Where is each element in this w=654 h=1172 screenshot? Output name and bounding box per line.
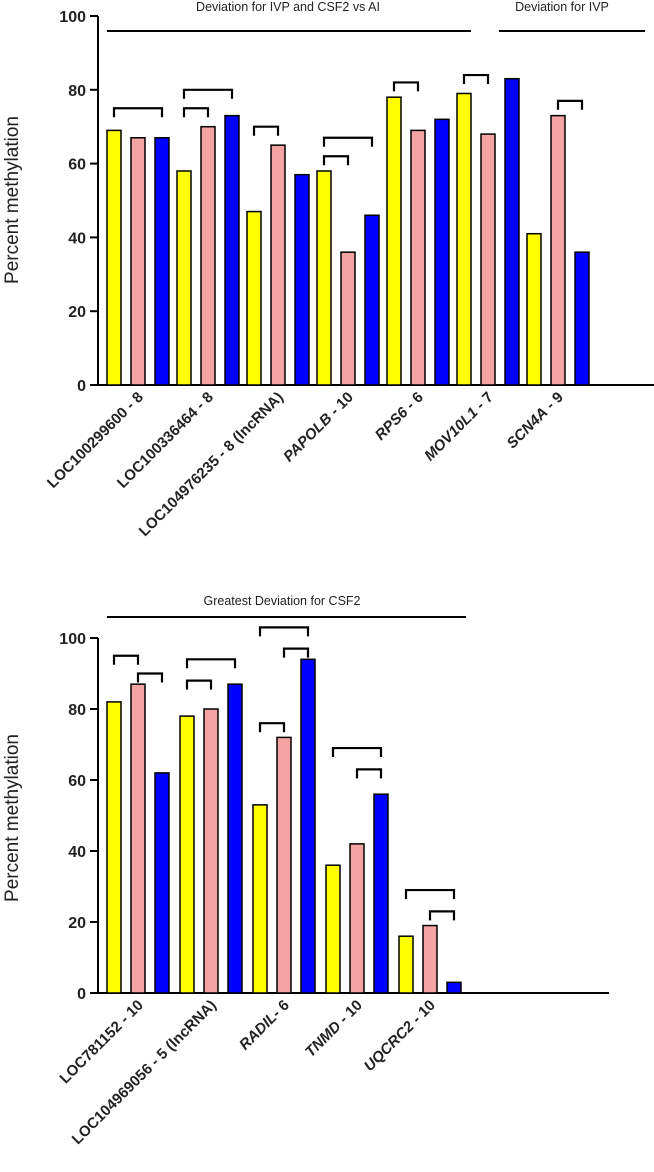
- top-y-tick-label: 0: [77, 378, 86, 395]
- bottom-category-label: TNMD - 10: [302, 997, 366, 1061]
- bottom-significance-bracket: [331, 746, 383, 758]
- bottom-bar: [349, 843, 365, 994]
- top-significance-bracket: [392, 81, 420, 92]
- bottom-y-tick-label: 100: [59, 631, 86, 648]
- bottom-bar: [154, 772, 170, 994]
- top-group-label-ivp: Deviation for IVP: [515, 0, 609, 14]
- bottom-significance-bracket: [404, 888, 456, 900]
- bottom-bar: [227, 683, 243, 994]
- top-bar: [176, 170, 192, 386]
- bottom-bar: [276, 736, 292, 994]
- bottom-significance-bracket: [282, 647, 310, 658]
- top-bar: [364, 214, 380, 386]
- top-bar: [340, 251, 356, 386]
- top-category-label: SCN4A - 9: [504, 389, 567, 452]
- top-significance-bracket: [556, 99, 584, 110]
- bottom-bar: [106, 701, 122, 994]
- top-significance-bracket: [462, 73, 490, 85]
- top-significance-bracket: [322, 136, 374, 147]
- bottom-significance-bracket: [185, 679, 213, 690]
- bottom-bar: [446, 981, 462, 994]
- top-panel-chart: Percent methylation Deviation for IVP an…: [2, 0, 654, 540]
- top-bar: [386, 96, 402, 386]
- top-bar: [434, 118, 450, 386]
- top-y-tick-label: 40: [68, 230, 86, 247]
- top-bar: [270, 144, 286, 386]
- top-bar: [224, 114, 240, 386]
- bottom-bar: [300, 658, 316, 994]
- bottom-significance-bracket: [258, 626, 310, 637]
- top-significance-bracket: [322, 155, 350, 166]
- top-bar: [294, 173, 310, 386]
- top-significance-bracket: [252, 125, 280, 136]
- bottom-bar: [325, 864, 341, 994]
- bottom-bar: [130, 683, 146, 994]
- top-bar: [410, 129, 426, 386]
- bottom-bar: [422, 924, 438, 994]
- bottom-group-label-csf2: Greatest Deviation for CSF2: [203, 594, 360, 608]
- bottom-y-tick-label: 0: [77, 986, 86, 1003]
- bottom-significance-bracket: [185, 658, 237, 669]
- bottom-bar: [203, 708, 219, 994]
- bottom-y-tick-label: 20: [68, 915, 86, 932]
- top-y-axis-label: Percent methylation: [2, 116, 23, 284]
- bottom-category-label: UQCRC2 - 10: [361, 997, 439, 1075]
- bottom-bar: [179, 715, 195, 994]
- bottom-y-axis-label: Percent methylation: [2, 734, 23, 902]
- bottom-category-label: RADIL- 6: [236, 997, 293, 1054]
- top-bar: [550, 114, 566, 386]
- bottom-panel-chart: Percent methylation Greatest Deviation f…: [2, 594, 609, 1148]
- top-bar: [200, 125, 216, 386]
- bottom-y-tick-label: 40: [68, 844, 86, 861]
- bottom-bar: [252, 804, 268, 994]
- top-bar: [504, 77, 520, 386]
- bottom-bar: [373, 793, 389, 994]
- top-bar: [456, 92, 472, 386]
- top-y-tick-label: 100: [59, 9, 86, 26]
- top-y-tick-label: 60: [68, 157, 86, 174]
- bottom-bar: [398, 935, 414, 994]
- top-significance-bracket: [112, 107, 164, 118]
- top-bar: [130, 137, 146, 386]
- top-significance-bracket: [182, 107, 210, 118]
- bottom-y-tick-label: 80: [68, 702, 86, 719]
- top-bar: [574, 251, 590, 386]
- top-y-tick-label: 20: [68, 304, 86, 321]
- bottom-category-label: LOC104969056 - 5 (lncRNA): [69, 997, 220, 1148]
- top-bar: [106, 129, 122, 386]
- bottom-y-tick-label: 60: [68, 773, 86, 790]
- top-category-label: RPS6 - 6: [372, 389, 427, 444]
- top-category-label: LOC104976235 - 8 (lncRNA): [136, 389, 287, 540]
- top-group-label-ivp-csf2: Deviation for IVP and CSF2 vs AI: [196, 0, 380, 14]
- bottom-significance-bracket: [258, 722, 286, 733]
- top-significance-bracket: [182, 88, 234, 99]
- bottom-significance-bracket: [112, 654, 140, 665]
- bottom-significance-bracket: [136, 672, 164, 683]
- top-bar: [480, 133, 496, 386]
- bottom-significance-bracket: [355, 768, 383, 779]
- top-category-label: PAPOLB - 10: [280, 389, 357, 466]
- top-bar: [526, 232, 542, 386]
- top-bar: [154, 137, 170, 386]
- top-category-label: MOV10L1 - 7: [421, 389, 497, 465]
- top-y-tick-label: 80: [68, 83, 86, 100]
- top-bar: [316, 170, 332, 386]
- bottom-significance-bracket: [428, 910, 456, 921]
- top-bar: [246, 210, 262, 386]
